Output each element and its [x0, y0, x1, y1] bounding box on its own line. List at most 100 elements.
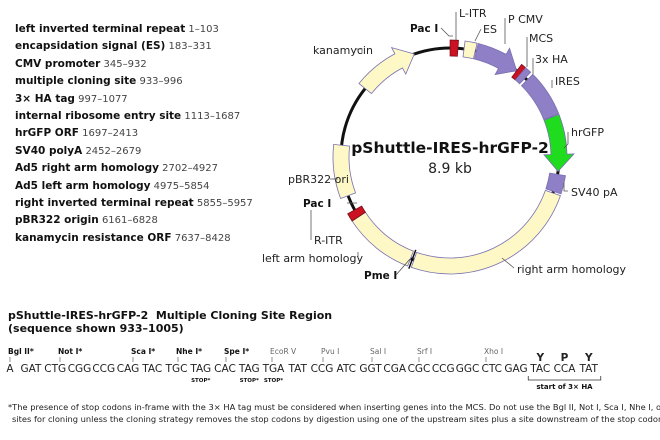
- legend-feature-name: hrGFP ORF: [15, 127, 79, 140]
- legend-feature-name: multiple cloning site: [15, 75, 137, 88]
- legend-feature-name: CMV promoter: [15, 57, 101, 70]
- label-3x-ha: 3x HA: [535, 53, 568, 66]
- leader-lines: [310, 12, 569, 276]
- codon: CTG: [44, 363, 66, 375]
- feature-sv40-pa: [545, 172, 566, 195]
- mcs-sequence: A GAT CTG CGG CCG CAG TAC TGC TAG CAC TAG TGA TAT CCG…: [6, 347, 602, 391]
- legend-feature-range: 1113–1687: [181, 111, 241, 123]
- legend-row: pBR322 origin 6161–6828: [15, 212, 253, 229]
- plasmid-map: pShuttle-IRES-hrGFP-2 8.9 kb L-ITR ES P …: [262, 7, 627, 282]
- label-left-arm: left arm homology: [262, 252, 364, 265]
- legend-feature-range: 1697–2413: [78, 128, 139, 140]
- legend-feature-name: kanamycin resistance ORF: [15, 231, 172, 244]
- label-hrgfp: hrGFP: [571, 126, 604, 139]
- ha-start-bracket: [527, 376, 602, 381]
- codon: TAT: [579, 363, 599, 375]
- enzyme-site-label: Srf I: [417, 347, 432, 356]
- codon: GGT: [359, 363, 382, 375]
- codon: CGG: [68, 363, 92, 375]
- legend-row: right inverted terminal repeat 5855–5957: [15, 195, 253, 212]
- pme-i-site-marker: [408, 249, 417, 269]
- amino-acid-label: Y: [584, 352, 593, 364]
- feature-es: [462, 40, 478, 60]
- legend-row: 3× HA tag 997–1077: [15, 91, 253, 108]
- codon: GGC: [456, 363, 480, 375]
- legend-feature-range: 933–996: [136, 76, 183, 88]
- legend-feature-range: 2452–2679: [82, 145, 142, 157]
- feature-pbr322-ori: [332, 143, 357, 200]
- enzyme-site-label: Not I*: [58, 347, 82, 356]
- codon: TAG: [238, 363, 260, 375]
- label-r-itr: R-ITR: [314, 234, 343, 247]
- legend-feature-name: SV40 polyA: [15, 144, 83, 157]
- legend-row: encapsidation signal (ES) 183–331: [15, 38, 253, 55]
- legend-feature-name: internal ribosome entry site: [15, 110, 182, 123]
- label-kanamycin: kanamycin: [313, 44, 373, 57]
- codon: GAG: [504, 363, 527, 375]
- label-sv40-pa: SV40 pA: [571, 186, 618, 199]
- codon: CTC: [482, 363, 502, 375]
- legend-feature-range: 1–103: [185, 24, 219, 35]
- codon: TAC: [141, 363, 162, 375]
- enzyme-site-label: Nhe I*: [176, 347, 202, 356]
- enzyme-site-label: Sal I: [370, 347, 386, 356]
- feature-p-cmv: [473, 42, 518, 76]
- legend-row: hrGFP ORF 1697–2413: [15, 125, 253, 142]
- feature-3x-ha: [514, 67, 532, 85]
- plasmid-size: 8.9 kb: [428, 161, 472, 177]
- codon: TAC: [529, 363, 550, 375]
- enzyme-site-label: Bgl II*: [8, 347, 34, 356]
- legend-feature-name: Ad5 left arm homology: [15, 179, 151, 192]
- footnote: *The presence of stop codons in-frame wi…: [8, 401, 660, 425]
- legend-feature-name: right inverted terminal repeat: [15, 197, 194, 210]
- mcs-title: pShuttle-IRES-hrGFP-2 Multiple Cloning S…: [8, 309, 333, 322]
- legend-feature-range: 183–331: [165, 41, 212, 53]
- amino-acid-label: P: [561, 352, 569, 364]
- legend-feature-name: Ad5 right arm homology: [15, 162, 159, 175]
- legend-feature-name: left inverted terminal repeat: [15, 23, 186, 35]
- label-p-cmv: P CMV: [508, 13, 543, 26]
- label-ires: IRES: [555, 75, 580, 88]
- codon: CGA: [383, 363, 406, 375]
- legend-row: multiple cloning site 933–996: [15, 73, 253, 90]
- legend-feature-range: 997–1077: [74, 93, 128, 105]
- legend-feature-range: 6161–6828: [98, 215, 158, 227]
- codon: TGA: [262, 363, 286, 375]
- plasmid-title: pShuttle-IRES-hrGFP-2: [351, 139, 549, 157]
- codon: CGC: [408, 363, 431, 375]
- legend-row: left inverted terminal repeat 1–103: [15, 21, 253, 38]
- legend-feature-range: 7637–8428: [171, 232, 231, 244]
- legend-row: kanamycin resistance ORF 7637–8428: [15, 230, 253, 247]
- legend-row: internal ribosome entry site 1113–1687: [15, 108, 253, 125]
- legend-row: Ad5 left arm homology 4975–5854: [15, 178, 253, 195]
- footnote-line-2: sites for cloning unless the cloning str…: [12, 414, 660, 424]
- codon: CCG: [432, 363, 455, 375]
- feature-legend: left inverted terminal repeat 1–103 encap…: [15, 21, 253, 247]
- footnote-line-1: *The presence of stop codons in-frame wi…: [8, 402, 660, 412]
- codon: ATC: [337, 363, 357, 375]
- feature-hrgfp: [543, 113, 575, 173]
- legend-feature-range: 2702–4927: [158, 163, 219, 175]
- legend-feature-name: encapsidation signal (ES): [15, 40, 166, 53]
- feature-right-arm-homology: [410, 189, 561, 275]
- feature-kanamycin: [358, 46, 415, 95]
- sequence-first-base: A: [6, 363, 14, 375]
- enzyme-site-label: Spe I*: [224, 347, 249, 356]
- enzyme-site-label: Sca I*: [131, 347, 155, 356]
- enzyme-site-label: Pvu I: [321, 347, 339, 356]
- codon: CCG: [311, 363, 334, 375]
- label-pbr322-ori: pBR322 ori: [288, 173, 349, 186]
- codon: CAC: [214, 363, 236, 375]
- stop-codon-label: STOP*: [191, 378, 210, 384]
- label-pme-i: Pme I: [364, 270, 397, 282]
- mcs-subtitle: (sequence shown 933–1005): [8, 322, 184, 335]
- codon: CCG: [92, 363, 115, 375]
- amino-acid-label: Y: [535, 352, 544, 364]
- codon: TAG: [189, 363, 211, 375]
- stop-codon-label: STOP*: [264, 378, 283, 384]
- legend-feature-range: 4975–5854: [150, 180, 210, 192]
- codon: TAT: [288, 363, 308, 375]
- codon: CAG: [117, 363, 139, 375]
- label-l-itr: L-ITR: [459, 7, 487, 20]
- enzyme-site-label: EcoR V: [270, 347, 297, 356]
